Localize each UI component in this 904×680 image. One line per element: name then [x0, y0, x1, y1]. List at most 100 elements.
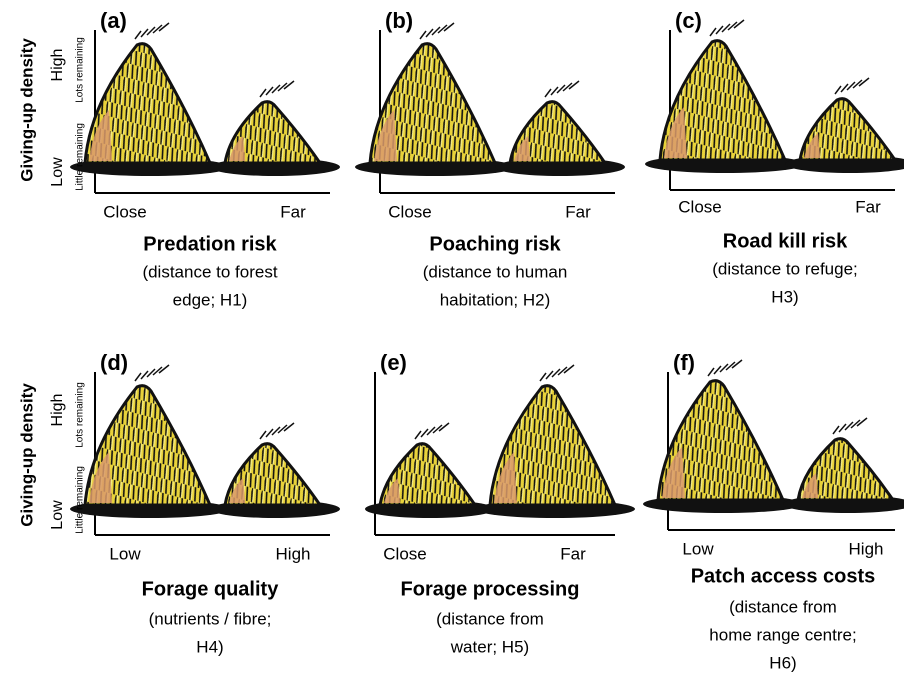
- pile-wisp: [277, 82, 288, 92]
- hay-pile: [645, 19, 805, 173]
- pile-body: [796, 437, 896, 502]
- panel-title: Forage quality: [142, 578, 280, 600]
- hay-pile: [783, 417, 904, 513]
- pile-wisp: [158, 364, 170, 374]
- pile-wisp: [259, 430, 267, 440]
- panel-label: (e): [380, 350, 407, 375]
- hay-pile: [495, 80, 625, 176]
- pile-wisp: [707, 367, 715, 377]
- pile-wisp: [158, 22, 170, 32]
- pile-wisp: [715, 25, 724, 35]
- pile-body: [508, 100, 608, 165]
- hay-pile: [355, 22, 515, 176]
- panel-subtitle: (distance from: [729, 597, 837, 616]
- x-label: Low: [109, 544, 141, 563]
- x-label: Far: [565, 202, 591, 221]
- pile-wisp: [721, 23, 731, 33]
- x-label: High: [276, 544, 311, 563]
- x-label: Far: [855, 197, 881, 216]
- pile-wisp: [832, 425, 840, 435]
- pile-body: [798, 97, 898, 162]
- pile-wisp: [719, 363, 729, 373]
- x-label: Low: [682, 539, 714, 558]
- panel-label: (a): [100, 8, 127, 33]
- pile-wisp: [733, 19, 745, 29]
- hay-pile: [785, 77, 904, 173]
- pile-wisp: [850, 419, 861, 429]
- pile-wisp: [551, 368, 561, 378]
- panel-title: Predation risk: [143, 233, 277, 255]
- panel-subtitle: (distance to human: [423, 262, 568, 281]
- panel-label: (d): [100, 350, 128, 375]
- pile-wisp: [557, 366, 568, 376]
- pile-wisp: [852, 79, 863, 89]
- pile-body: [83, 42, 213, 165]
- panel-subtitle: (distance from: [436, 609, 544, 628]
- panel-label: (b): [385, 8, 413, 33]
- y-high: High: [49, 49, 66, 82]
- pile-body: [223, 100, 323, 165]
- panel-subtitle: H4): [196, 637, 223, 656]
- pile-wisp: [731, 359, 743, 369]
- pile-wisp: [713, 365, 722, 375]
- pile-wisp: [271, 84, 281, 94]
- pile-wisp: [438, 422, 450, 432]
- pile-wisp: [146, 368, 156, 378]
- y-low: Low: [49, 500, 66, 530]
- pile-shade: [374, 109, 397, 161]
- pile-wisp: [545, 370, 554, 380]
- pile-wisp: [844, 421, 854, 431]
- pile-wisp: [146, 26, 156, 36]
- panel-title: Forage processing: [401, 578, 580, 600]
- pile-wisp: [838, 423, 847, 433]
- pile-wisp: [283, 80, 295, 90]
- x-label: Far: [560, 544, 586, 563]
- pile-wisp: [544, 88, 552, 98]
- pile-wisp: [265, 86, 274, 96]
- pile-shade: [229, 478, 246, 503]
- pile-shade: [804, 133, 821, 158]
- pile-shade: [89, 451, 112, 503]
- pile-wisp: [140, 28, 149, 38]
- pile-wisp: [426, 426, 436, 436]
- pile-shade: [662, 446, 685, 498]
- pile-wisp: [727, 21, 738, 31]
- pile-wisp: [152, 24, 163, 34]
- pile-wisp: [134, 30, 142, 40]
- panel-subtitle: H3): [771, 287, 798, 306]
- pile-body: [488, 384, 618, 507]
- panel-label: (c): [675, 8, 702, 33]
- panel-title: Patch access costs: [691, 565, 876, 587]
- hay-pile: [70, 364, 230, 518]
- hay-pile: [365, 422, 495, 518]
- pile-body: [656, 379, 786, 502]
- pile-wisp: [562, 82, 573, 92]
- panel-subtitle: (nutrients / fibre;: [149, 609, 272, 628]
- pile-body: [658, 39, 788, 162]
- pile-shade: [514, 136, 531, 161]
- x-label: Far: [280, 202, 306, 221]
- hay-pile: [210, 422, 340, 518]
- pile-wisp: [563, 364, 575, 374]
- y-axis-title: Giving-up density: [17, 38, 36, 182]
- pile-wisp: [437, 24, 448, 34]
- pile-wisp: [556, 84, 566, 94]
- pile-wisp: [419, 30, 427, 40]
- y-low-note: Little remaining: [75, 123, 86, 191]
- panel-title: Road kill risk: [723, 230, 848, 252]
- pile-shade: [229, 136, 246, 161]
- pile-wisp: [443, 22, 455, 32]
- pile-body: [223, 442, 323, 507]
- pile-wisp: [283, 422, 295, 432]
- pile-wisp: [277, 424, 288, 434]
- x-label: High: [849, 539, 884, 558]
- x-label: Close: [388, 202, 431, 221]
- panel-subtitle: edge; H1): [173, 290, 248, 309]
- y-high-note: Lots remaining: [75, 37, 86, 103]
- pile-shade: [664, 106, 687, 158]
- pile-wisp: [846, 81, 856, 91]
- hay-pile: [643, 359, 803, 513]
- pile-wisp: [568, 80, 580, 90]
- panel-subtitle: (distance to forest: [142, 262, 277, 281]
